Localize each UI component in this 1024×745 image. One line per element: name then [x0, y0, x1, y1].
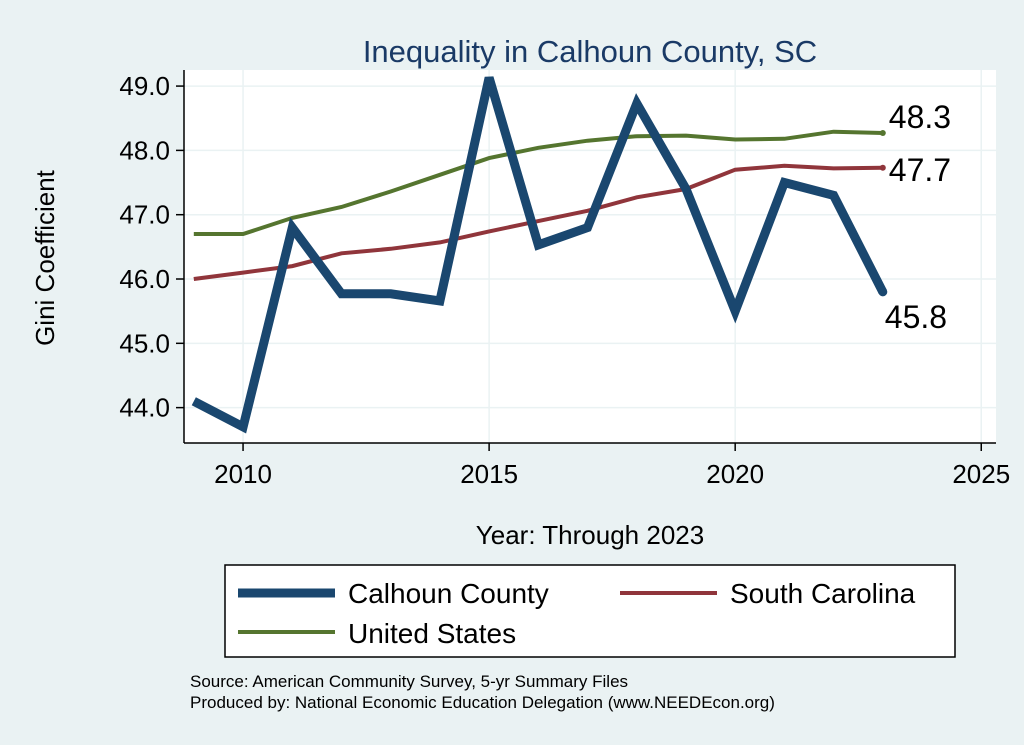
end-label-south-carolina: 47.7	[889, 152, 951, 188]
series-end-point-south-carolina	[879, 164, 886, 171]
y-tick-label: 45.0	[119, 328, 170, 358]
end-label-united-states: 48.3	[889, 99, 951, 135]
legend-label-united-states: United States	[348, 618, 516, 649]
plot-area	[184, 70, 996, 443]
x-tick-label: 2010	[214, 459, 272, 489]
y-tick-label: 48.0	[119, 135, 170, 165]
series-line-united-states	[193, 129, 883, 236]
x-tick-label: 2025	[952, 459, 1010, 489]
series-line-south-carolina	[193, 163, 883, 281]
x-ticks: 2010 2015 2020 2025	[214, 443, 1010, 489]
legend-label-calhoun: Calhoun County	[348, 578, 549, 609]
series-end-point-calhoun-county	[878, 287, 888, 297]
y-tick-label: 47.0	[119, 200, 170, 230]
x-axis-label: Year: Through 2023	[476, 520, 704, 550]
legend: Calhoun County South Carolina United Sta…	[224, 564, 956, 658]
legend-box	[224, 564, 956, 658]
y-tick-label: 49.0	[119, 71, 170, 101]
legend-label-south-carolina: South Carolina	[730, 578, 916, 609]
x-tick-label: 2020	[706, 459, 764, 489]
series-line-calhoun-county	[191, 76, 887, 434]
source-note: Source: American Community Survey, 5-yr …	[190, 672, 628, 691]
end-label-calhoun-county: 45.8	[885, 299, 947, 335]
series-end-point-united-states	[879, 130, 886, 137]
end-labels: 45.8 47.7 48.3	[885, 99, 951, 335]
y-tick-label: 46.0	[119, 264, 170, 294]
producer-note: Produced by: National Economic Education…	[190, 693, 775, 712]
grid-lines	[184, 70, 996, 443]
y-ticks: 44.0 45.0 46.0 47.0 48.0 49.0	[119, 71, 184, 423]
y-tick-label: 44.0	[119, 393, 170, 423]
chart-title: Inequality in Calhoun County, SC	[363, 34, 817, 69]
series-lines	[191, 76, 888, 434]
x-tick-label: 2015	[460, 459, 518, 489]
y-axis-label: Gini Coefficient	[30, 169, 60, 346]
